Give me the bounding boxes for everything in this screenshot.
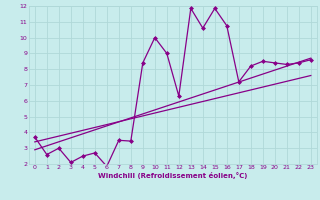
X-axis label: Windchill (Refroidissement éolien,°C): Windchill (Refroidissement éolien,°C) — [98, 172, 247, 179]
